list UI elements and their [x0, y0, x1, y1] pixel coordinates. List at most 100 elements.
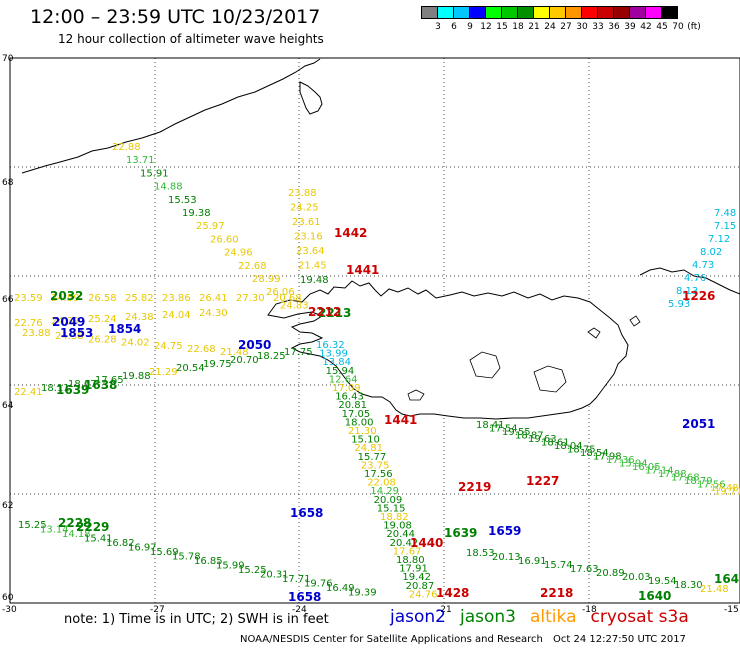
wave-height-value: 24.59: [51, 293, 80, 304]
wave-height-value: 24.81: [354, 443, 383, 454]
wave-height-value: 24.83: [280, 300, 309, 311]
wave-height-value: 17.65: [95, 375, 124, 386]
longitude-label: -30: [2, 605, 17, 615]
wave-height-value: 26.41: [199, 293, 228, 304]
pass-time-label: 1854: [108, 322, 141, 336]
wave-height-value: 19.88: [122, 371, 151, 382]
wave-height-value: 17.09: [332, 383, 361, 394]
wave-height-value: 20.44: [386, 529, 415, 540]
longitude-label: -15: [724, 605, 739, 615]
wave-height-value: 17.68: [671, 473, 700, 484]
longitude-label: -21: [437, 605, 452, 615]
wave-height-value: 15.25: [238, 565, 267, 576]
longitude-label: -18: [582, 605, 597, 615]
wave-height-value: 5.93: [668, 299, 690, 310]
wave-height-value: 14.29: [370, 486, 399, 497]
colorbar-label: 36: [608, 22, 620, 32]
legend-item-jason2: jason2: [390, 607, 446, 627]
wave-height-value: 12.64: [329, 374, 358, 385]
footer-timestamp: Oct 24 12:27:50 UTC 2017: [553, 634, 686, 645]
satellite-legend: jason2 jason3 altika cryosat s3a: [390, 607, 703, 627]
pass-time-label: 2219: [458, 480, 491, 494]
map-frame: [9, 57, 740, 604]
pass-time-label: 1428: [436, 586, 469, 600]
wave-height-value: 24.04: [162, 310, 191, 321]
wave-height-value: 18.82: [380, 512, 409, 523]
colorbar-label: 9: [467, 22, 473, 32]
wave-height-value: 23.88: [22, 328, 51, 339]
colorbar-label: 39: [624, 22, 636, 32]
wave-height-value: 24.25: [290, 203, 319, 214]
wave-height-value: 15.78: [172, 552, 201, 563]
wave-height-value: 17.67: [393, 546, 422, 557]
wave-height-value: 23.16: [294, 232, 323, 243]
wave-height-value: 20.70: [230, 355, 259, 366]
pass-time-label: 1639: [444, 526, 477, 540]
wave-height-value: 16.49: [326, 583, 355, 594]
wave-height-value: 20.31: [260, 570, 289, 581]
pass-time-label: 1440: [410, 536, 443, 550]
wave-height-value: 16.43: [335, 392, 364, 403]
wave-height-value: 16.85: [194, 556, 223, 567]
latitude-label: 64: [2, 401, 14, 411]
wave-height-value: 16.97: [128, 543, 157, 554]
pass-time-label: 2218: [540, 586, 573, 600]
wave-height-value: 19.48: [300, 275, 329, 286]
wave-height-value: 18.53: [466, 548, 495, 559]
pass-time-label: 2212: [308, 305, 341, 319]
colorbar-swatch: [661, 6, 678, 19]
wave-height-value: 17.54: [489, 424, 518, 435]
wave-height-value: 15.41: [84, 534, 113, 545]
pass-time-label: 1640: [638, 589, 671, 603]
pass-time-label: 2051: [682, 417, 715, 431]
latitude-label: 70: [2, 54, 14, 64]
wave-height-value: 18.25: [257, 351, 286, 362]
legend-item-jason3: jason3: [460, 607, 516, 627]
wave-height-value: 26.58: [88, 293, 117, 304]
east-coastline: [639, 267, 740, 295]
pass-time-label: 1638: [84, 378, 117, 392]
colorbar-label: 12: [480, 22, 492, 32]
wave-height-value: 26.60: [210, 234, 239, 245]
wave-height-value: 18.79: [684, 476, 713, 487]
wave-height-value: 17.75: [284, 347, 313, 358]
glacier-outline: [469, 351, 501, 379]
wave-height-value: 20.09: [374, 495, 403, 506]
glacier-outline: [533, 365, 567, 393]
wave-height-value: 15.91: [140, 168, 169, 179]
pass-time-label: 1442: [334, 226, 367, 240]
page-subtitle: 12 hour collection of altimeter wave hei…: [58, 32, 324, 46]
colorbar-label: 30: [576, 22, 588, 32]
wave-height-value: 24.30: [199, 308, 228, 319]
wave-height-colorbar: [421, 6, 678, 19]
wave-height-value: 17.14: [645, 466, 674, 477]
wave-height-value: 4.76: [684, 273, 706, 284]
wave-height-value: 24.02: [121, 338, 150, 349]
latitude-labels: 70 68 66 64 62 60: [2, 54, 14, 603]
wave-height-value: 15.53: [168, 195, 197, 206]
wave-height-value: 18.80: [396, 555, 425, 566]
wave-height-value: 18.67: [68, 379, 97, 390]
wave-height-value: 23.61: [292, 217, 321, 228]
latitude-label: 68: [2, 178, 14, 188]
pass-time-label: 2228: [58, 516, 91, 530]
pass-time-label: 1659: [488, 524, 521, 538]
colorbar-label: 24: [544, 22, 556, 32]
pass-time-label: 2050: [238, 338, 271, 352]
pass-time-label: 1441: [346, 263, 379, 277]
wave-height-value: 18.00: [345, 417, 374, 428]
wave-height-value: 19.54: [648, 576, 677, 587]
wave-height-value: 18.11: [41, 383, 70, 394]
greenland-coastline: [21, 58, 321, 174]
wave-height-value: 17.36: [606, 455, 635, 466]
wave-height-value: 24.38: [125, 312, 154, 323]
wave-height-value: 24.76: [409, 589, 438, 600]
colorbar-label: 70: [672, 22, 684, 32]
wave-height-value: 19.63: [528, 434, 557, 445]
wave-height-value: 15.94: [619, 459, 648, 470]
pass-time-label: 1658: [288, 590, 321, 604]
island-outline: [587, 327, 601, 339]
colorbar-label: 3: [435, 22, 441, 32]
wave-height-value: 24.39: [51, 316, 80, 327]
